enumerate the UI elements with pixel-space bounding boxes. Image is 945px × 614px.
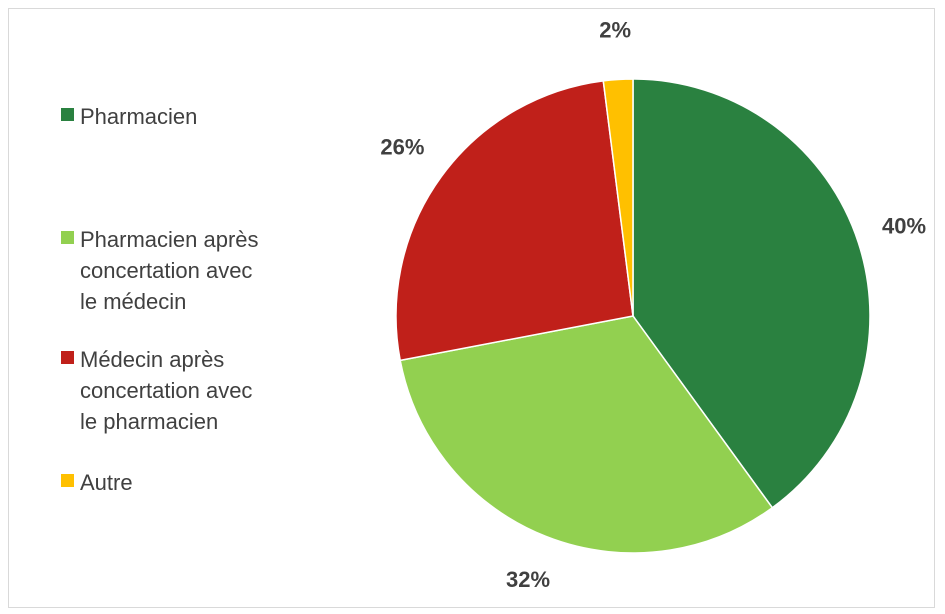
data-label-pharmacien: 40%	[882, 214, 926, 239]
legend-swatch-pharmacien-apres-concertation	[61, 231, 74, 244]
legend-item-autre: Autre	[61, 467, 361, 498]
legend-swatch-autre	[61, 474, 74, 487]
legend-swatch-medecin-apres-concertation	[61, 351, 74, 364]
pie-slice-medecin-apres-concertation	[395, 80, 634, 362]
data-label-pharmacien-apres-concertation: 32%	[506, 567, 550, 592]
chart-legend: Pharmacien Pharmacien après concertation…	[61, 9, 381, 609]
data-label-medecin-apres-concertation: 26%	[380, 134, 424, 159]
legend-label-pharmacien-apres-concertation: Pharmacien après concertation avec le mé…	[80, 227, 259, 314]
legend-label-autre: Autre	[80, 470, 133, 495]
legend-item-pharmacien: Pharmacien	[61, 101, 361, 132]
chart-frame: Pharmacien Pharmacien après concertation…	[8, 8, 935, 608]
pie-slice-autre	[602, 78, 634, 317]
legend-swatch-pharmacien	[61, 108, 74, 121]
legend-item-pharmacien-apres-concertation: Pharmacien après concertation avec le mé…	[61, 224, 361, 317]
legend-item-medecin-apres-concertation: Médecin après concertation avec le pharm…	[61, 344, 361, 437]
pie-slice-pharmacien-apres-concertation	[399, 315, 774, 554]
data-label-autre: 2%	[599, 17, 631, 42]
pie-slice-pharmacien	[632, 78, 871, 509]
pie-chart: 40% 32% 26% 2%	[380, 17, 926, 592]
legend-label-pharmacien: Pharmacien	[80, 104, 198, 129]
legend-label-medecin-apres-concertation: Médecin après concertation avec le pharm…	[80, 347, 253, 434]
